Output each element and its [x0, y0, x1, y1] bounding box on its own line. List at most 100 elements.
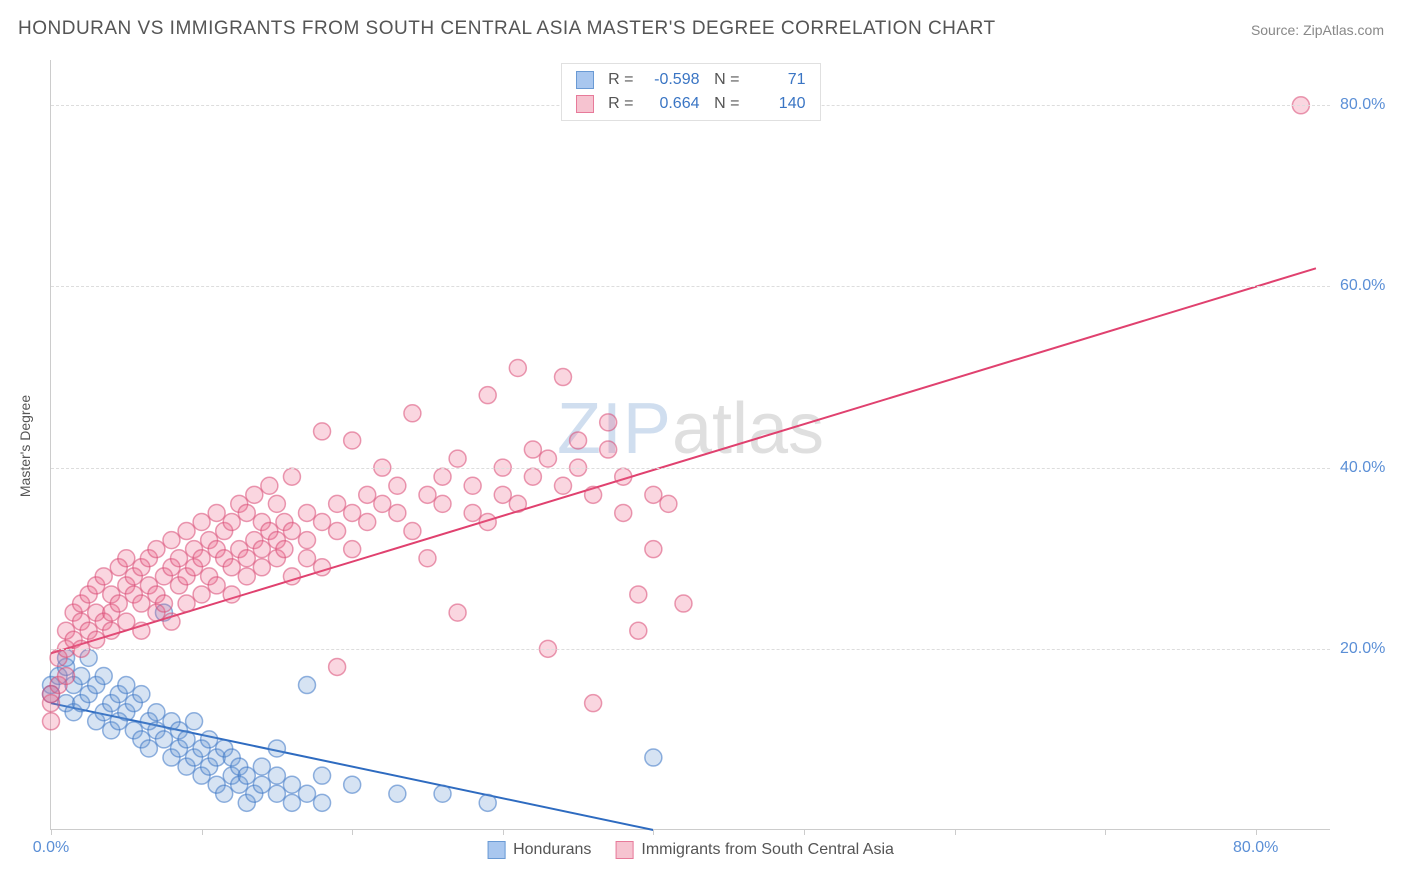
data-point [389, 504, 406, 521]
data-point [148, 541, 165, 558]
data-point [675, 595, 692, 612]
data-point [329, 523, 346, 540]
data-point [660, 495, 677, 512]
data-point [283, 523, 300, 540]
data-point [464, 477, 481, 494]
bottom-legend-item: Immigrants from South Central Asia [615, 841, 894, 859]
data-point [494, 486, 511, 503]
swatch-blue [576, 71, 594, 89]
data-point [253, 541, 270, 558]
y-tick-label: 40.0% [1340, 459, 1400, 477]
data-point [359, 514, 376, 531]
legend-label: Hondurans [513, 841, 591, 859]
data-point [140, 740, 157, 757]
data-point [449, 450, 466, 467]
data-point [630, 586, 647, 603]
data-point [524, 441, 541, 458]
x-tick [51, 829, 52, 835]
data-point [238, 568, 255, 585]
data-point [253, 559, 270, 576]
data-point [314, 794, 331, 811]
data-point [389, 785, 406, 802]
data-point [163, 613, 180, 630]
data-point [299, 677, 316, 694]
data-point [178, 523, 195, 540]
data-point [118, 613, 135, 630]
data-point [268, 785, 285, 802]
data-point [155, 731, 172, 748]
data-point [645, 749, 662, 766]
data-point [479, 794, 496, 811]
r-label: R = [602, 68, 634, 92]
data-point [201, 731, 218, 748]
data-point [600, 414, 617, 431]
data-point [645, 541, 662, 558]
data-point [238, 550, 255, 567]
data-point [223, 514, 240, 531]
data-point [600, 441, 617, 458]
data-point [276, 541, 293, 558]
bottom-legend: Hondurans Immigrants from South Central … [487, 841, 894, 859]
data-point [133, 686, 150, 703]
plot-area: R = -0.598 N = 71 R = 0.664 N = 140 ZIPa… [50, 60, 1330, 830]
data-point [223, 586, 240, 603]
data-point [186, 713, 203, 730]
data-point [539, 450, 556, 467]
data-point [133, 622, 150, 639]
data-point [238, 767, 255, 784]
grid-line [51, 649, 1330, 650]
data-point [95, 568, 112, 585]
x-tick [503, 829, 504, 835]
data-point [133, 595, 150, 612]
data-point [359, 486, 376, 503]
swatch-pink [576, 95, 594, 113]
x-tick [1105, 829, 1106, 835]
data-point [155, 595, 172, 612]
source-label: Source: ZipAtlas.com [1251, 22, 1384, 38]
data-point [419, 550, 436, 567]
data-point [479, 514, 496, 531]
data-point [344, 504, 361, 521]
x-tick [653, 829, 654, 835]
data-point [404, 523, 421, 540]
data-point [329, 495, 346, 512]
data-point [585, 695, 602, 712]
data-point [479, 387, 496, 404]
data-point [314, 559, 331, 576]
data-point [88, 631, 105, 648]
data-point [314, 767, 331, 784]
y-tick-label: 20.0% [1340, 640, 1400, 658]
data-point [524, 468, 541, 485]
scatter-svg [51, 60, 1330, 829]
data-point [404, 405, 421, 422]
data-point [299, 504, 316, 521]
r-label: R = [602, 92, 634, 116]
data-point [118, 550, 135, 567]
data-point [314, 423, 331, 440]
data-point [208, 577, 225, 594]
data-point [645, 486, 662, 503]
data-point [464, 504, 481, 521]
data-point [193, 550, 210, 567]
n-value: 140 [748, 92, 806, 116]
data-point [585, 486, 602, 503]
data-point [216, 785, 233, 802]
data-point [434, 495, 451, 512]
data-point [118, 677, 135, 694]
data-point [253, 758, 270, 775]
y-tick-label: 80.0% [1340, 96, 1400, 114]
x-tick-label: 80.0% [1233, 839, 1278, 857]
data-point [389, 477, 406, 494]
y-axis-label: Master's Degree [17, 395, 33, 497]
data-point [261, 477, 278, 494]
data-point [238, 504, 255, 521]
data-point [43, 713, 60, 730]
data-point [615, 468, 632, 485]
x-tick [352, 829, 353, 835]
data-point [434, 468, 451, 485]
grid-line [51, 468, 1330, 469]
data-point [58, 668, 75, 685]
data-point [178, 595, 195, 612]
data-point [193, 514, 210, 531]
data-point [110, 595, 127, 612]
